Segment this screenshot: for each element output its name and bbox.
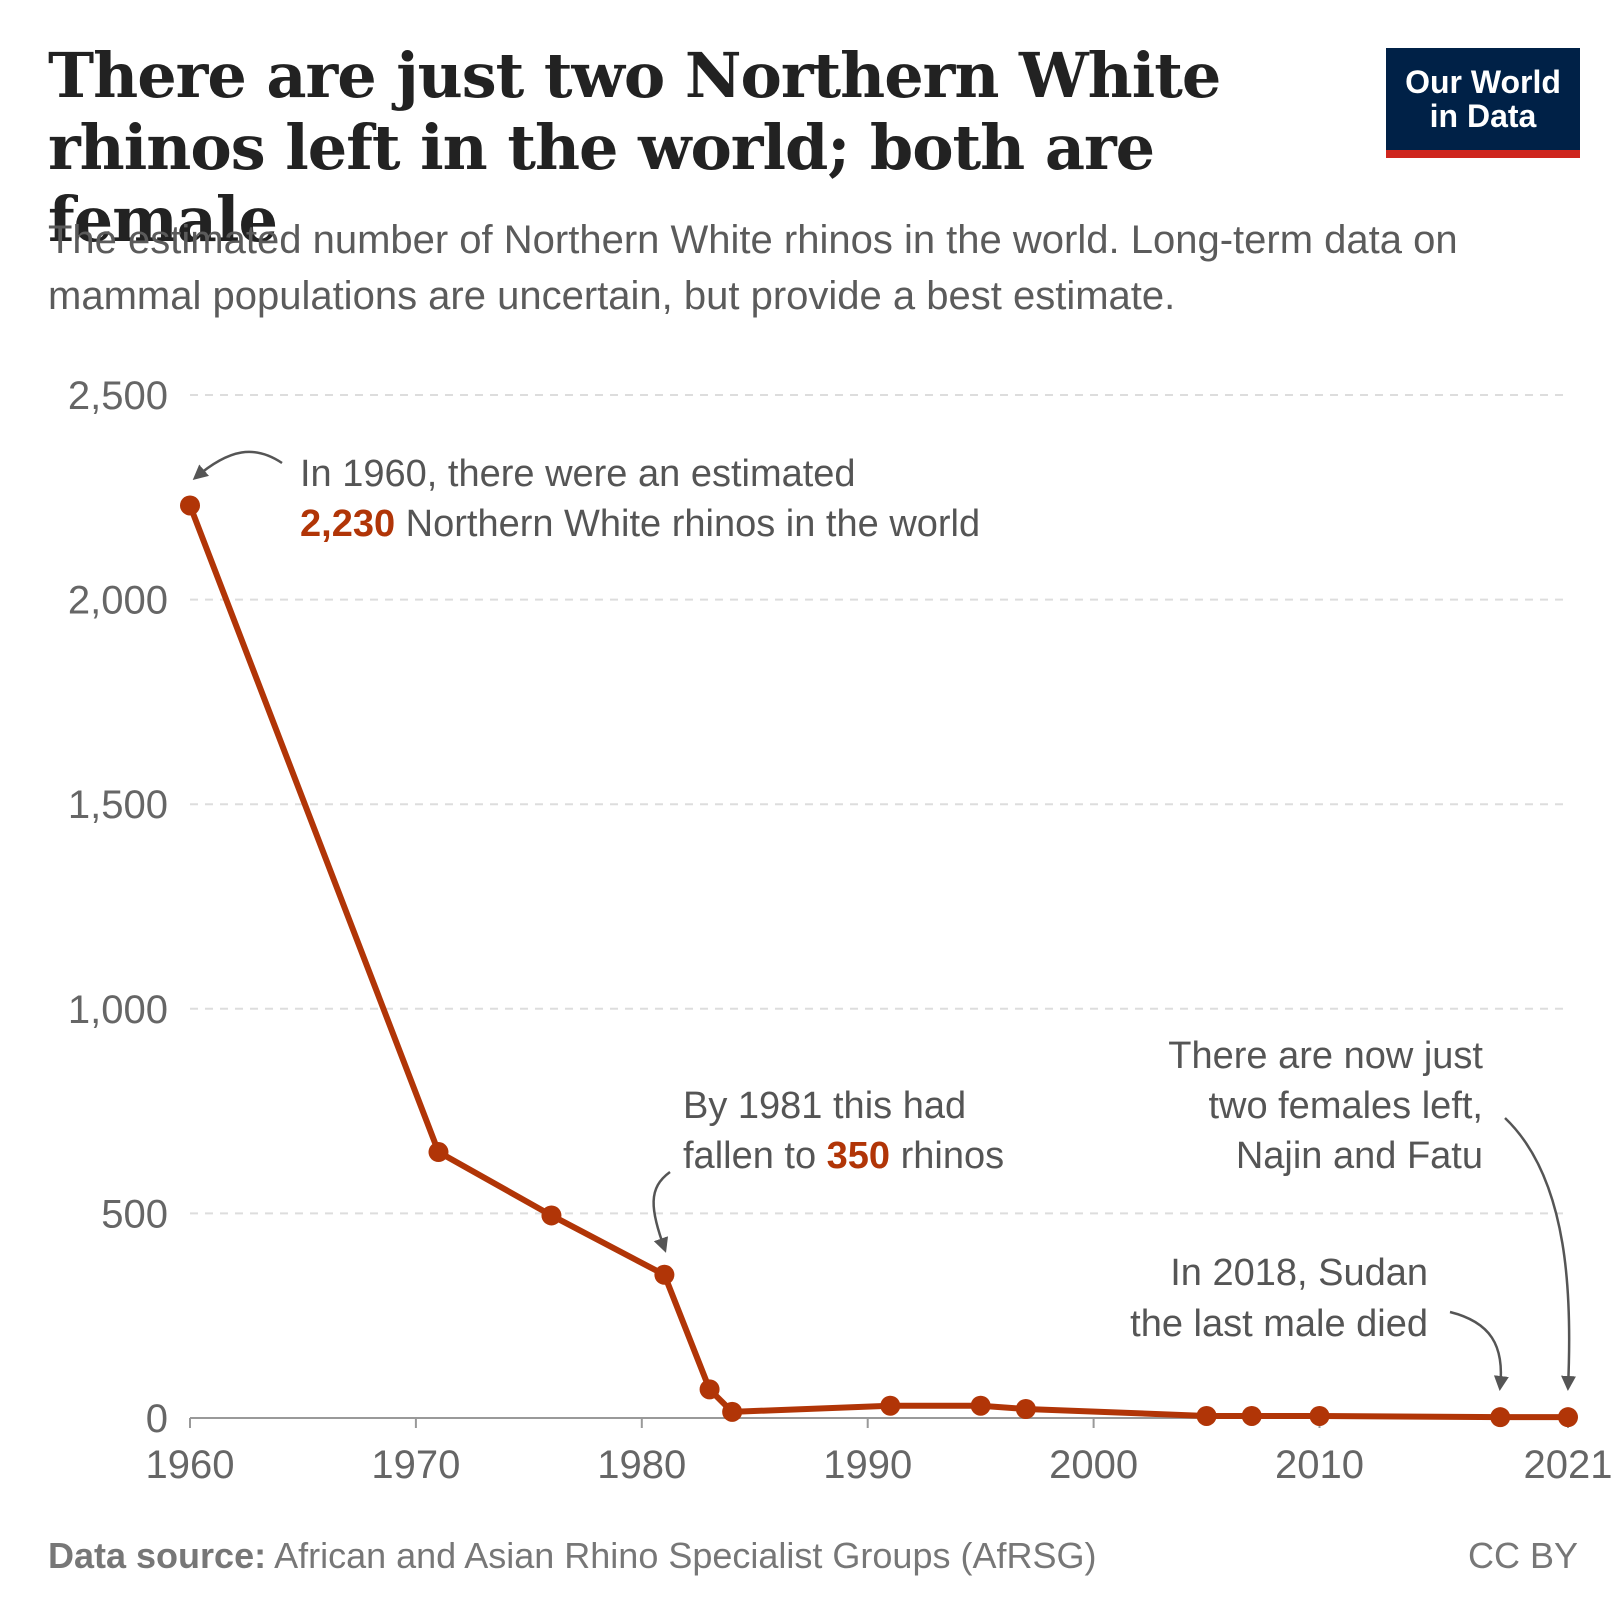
annotation-1960-arrow [192, 450, 283, 480]
annotation-2021: There are now just two females left, Naj… [1168, 1035, 1577, 1391]
series-northern-white-rhinos [180, 495, 1578, 1428]
annotation-1981-post: rhinos [890, 1135, 1004, 1177]
chart-title: There are just two Northern White rhinos… [48, 39, 1221, 256]
y-tick-label: 500 [101, 1192, 168, 1236]
annotation-1981-line-1: By 1981 this had [683, 1085, 966, 1127]
data-point[interactable] [1309, 1405, 1330, 1426]
y-tick-label: 2,000 [68, 579, 168, 623]
x-tick-label: 1990 [823, 1443, 912, 1487]
x-tick-label: 2000 [1049, 1443, 1138, 1487]
annotation-2021-line-2: two females left, [1208, 1085, 1483, 1127]
x-tick-label: 2021 [1524, 1443, 1613, 1487]
x-tick-label: 1960 [146, 1443, 235, 1487]
annotation-1981-pre: fallen to [683, 1135, 827, 1177]
source-text: African and Asian Rhino Specialist Group… [266, 1535, 1097, 1576]
annotation-1960-value: 2,230 [300, 503, 395, 545]
data-point[interactable] [699, 1379, 720, 1400]
annotation-1960-rest: Northern White rhinos in the world [395, 503, 980, 545]
data-point[interactable] [1015, 1398, 1036, 1419]
source-label: Data source: [48, 1535, 267, 1576]
annotation-1960: In 1960, there were an estimated 2,230 N… [192, 450, 980, 545]
data-point[interactable] [970, 1395, 991, 1416]
series-line [187, 502, 1571, 1421]
data-point[interactable] [428, 1142, 449, 1163]
annotation-2021-arrow [1504, 1117, 1577, 1391]
annotation-2018: In 2018, Sudan the last male died [1130, 1252, 1509, 1391]
data-point[interactable] [722, 1401, 743, 1422]
annotation-1981-arrow [652, 1170, 671, 1253]
annotation-2021-line-3: Najin and Fatu [1236, 1135, 1483, 1177]
x-tick-label: 2010 [1275, 1443, 1364, 1487]
data-point[interactable] [1558, 1407, 1578, 1428]
annotation-1981-value: 350 [827, 1135, 890, 1177]
license-link[interactable]: CC BY [1467, 1535, 1578, 1576]
data-point[interactable] [654, 1264, 675, 1285]
data-point[interactable] [880, 1395, 901, 1416]
data-point[interactable] [1196, 1405, 1217, 1426]
data-point[interactable] [1490, 1407, 1511, 1428]
data-point[interactable] [541, 1205, 562, 1226]
annotation-1981-line-2: fallen to 350 rhinos [683, 1135, 1004, 1177]
owid-logo[interactable]: Our World in Data [1386, 48, 1580, 158]
footer: Data source: African and Asian Rhino Spe… [48, 1535, 1578, 1577]
annotation-2018-line-1: In 2018, Sudan [1170, 1252, 1428, 1294]
logo-line-2: in Data [1429, 98, 1537, 134]
annotation-2018-line-2: the last male died [1130, 1303, 1428, 1345]
axes: 0 500 1,000 1,500 2,000 2,500 1960 1970 1980 1990… [68, 374, 1613, 1487]
data-point[interactable] [1241, 1405, 1262, 1426]
annotation-2018-arrow [1449, 1310, 1509, 1391]
y-tick-label: 1,500 [68, 783, 168, 827]
logo-line-1: Our World [1405, 64, 1561, 100]
gridlines [190, 394, 1568, 1215]
annotation-1960-line-2: 2,230 Northern White rhinos in the world [300, 503, 980, 545]
x-tick-label: 1980 [597, 1443, 686, 1487]
annotation-1960-line-1: In 1960, there were an estimated [300, 453, 856, 495]
chart-subtitle: The estimated number of Northern White r… [48, 218, 1458, 318]
y-tick-label: 1,000 [68, 988, 168, 1032]
y-tick-label: 0 [146, 1397, 168, 1441]
annotation-1981: By 1981 this had fallen to 350 rhinos [652, 1085, 1004, 1253]
x-tick-label: 1970 [371, 1443, 460, 1487]
annotation-2021-line-1: There are now just [1168, 1035, 1483, 1077]
y-tick-label: 2,500 [68, 374, 168, 418]
data-point[interactable] [180, 495, 200, 516]
